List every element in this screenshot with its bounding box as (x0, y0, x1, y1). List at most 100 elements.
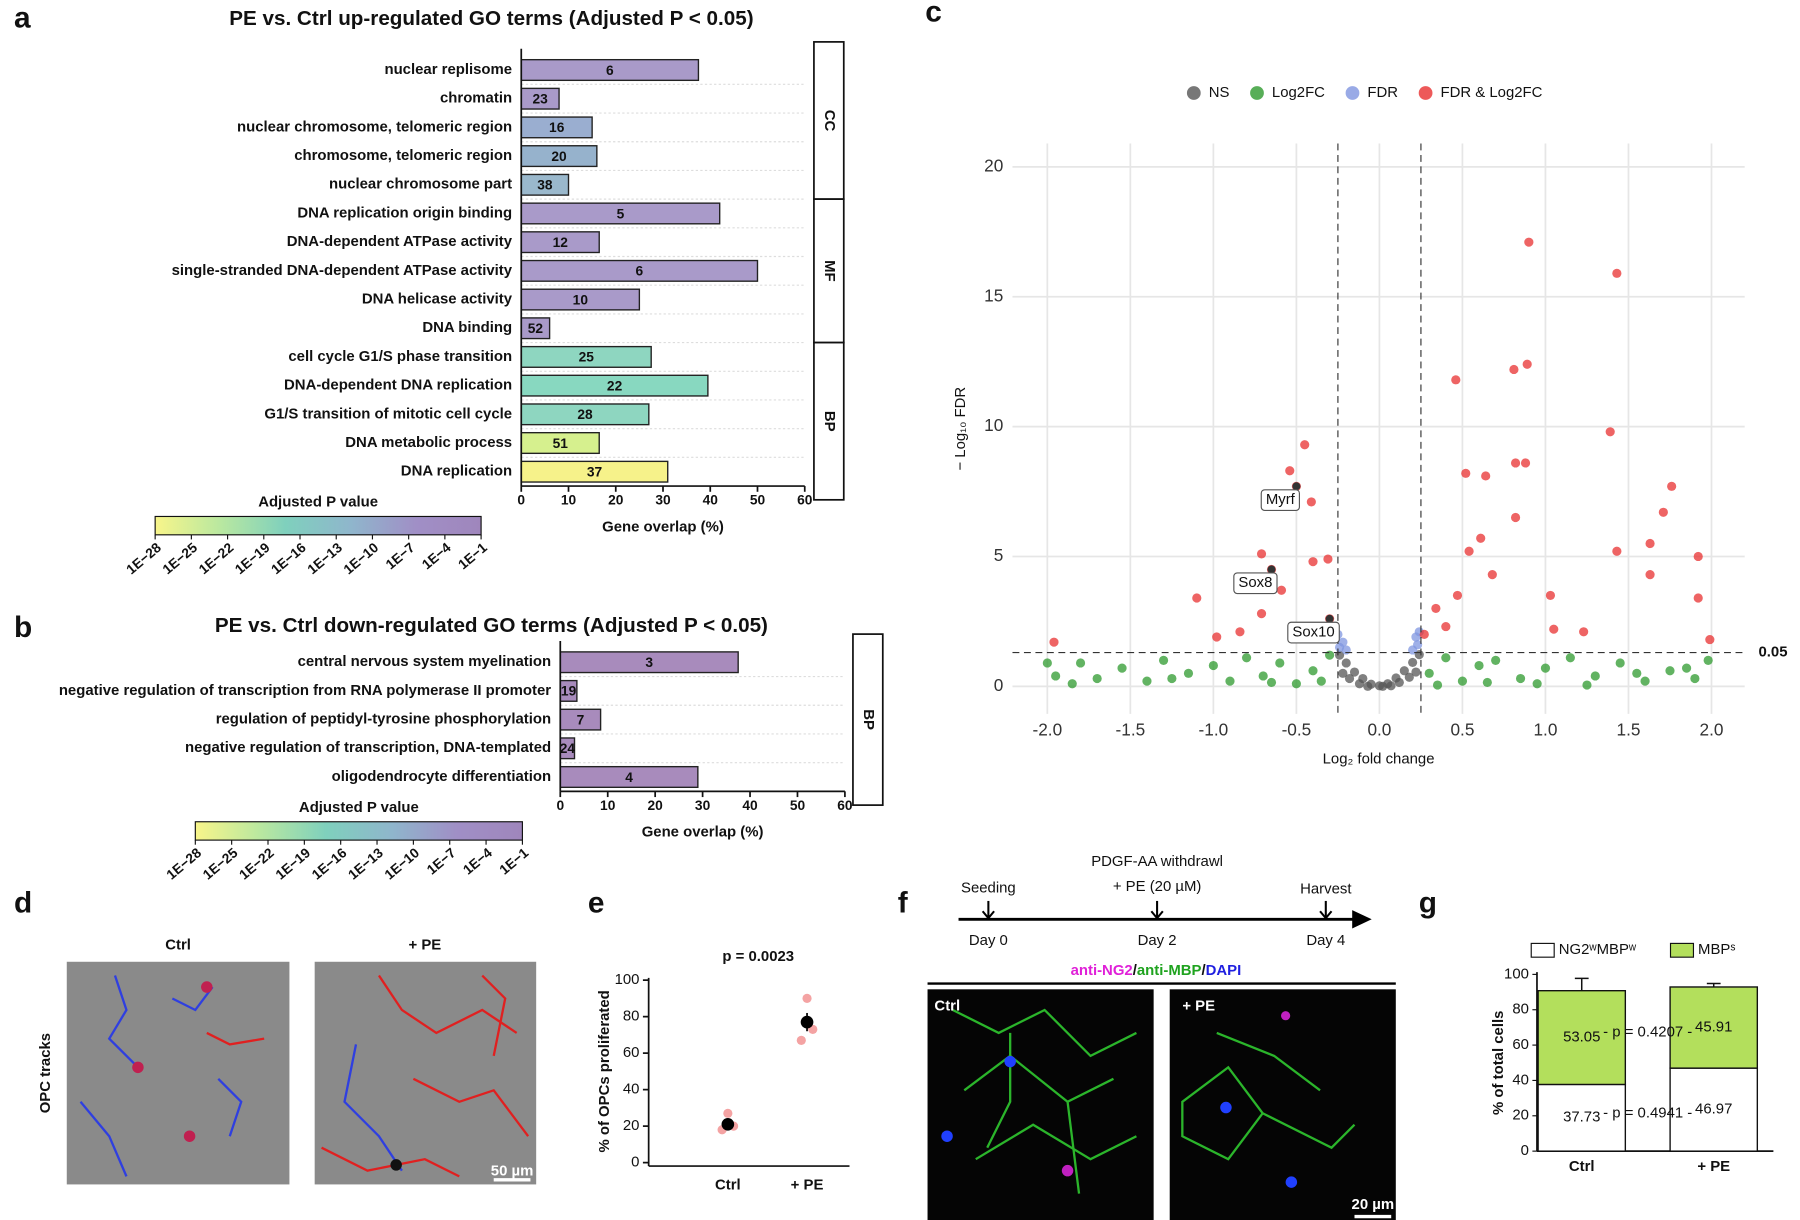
panel-ylabel: OPC tracks (37, 1033, 54, 1113)
timeline-day: Day 2 (1138, 932, 1177, 949)
data-point (1408, 657, 1418, 668)
category-label: cell cycle G1/S phase transition (288, 348, 512, 365)
x-tick-label: 0 (556, 798, 564, 813)
stain-part: DAPI (1206, 962, 1242, 979)
data-point (1235, 627, 1245, 637)
category-label: DNA-dependent DNA replication (284, 377, 512, 394)
data-point (1693, 551, 1703, 562)
mean-point (721, 1117, 735, 1131)
group-box (813, 341, 845, 501)
bar-count: 38 (537, 178, 553, 193)
colorbar-tick-label: 1E−4 (460, 845, 495, 878)
gene-label: Sox10 (1292, 624, 1334, 641)
x-tick-label: 1.5 (1617, 720, 1641, 740)
condition-label: + PE (1182, 997, 1215, 1014)
bar-count: 22 (607, 378, 623, 393)
data-point (1424, 668, 1434, 678)
category-label: oligodendrocyte differentiation (332, 768, 551, 785)
data-point (1338, 668, 1348, 678)
error-bar (1574, 977, 1589, 991)
data-point (1464, 546, 1474, 556)
y-tick-label: 60 (623, 1044, 640, 1061)
data-point (1167, 673, 1177, 684)
group-label: BP (860, 709, 877, 730)
scale-bar-label: 50 µm (491, 1163, 534, 1180)
data-point (1590, 671, 1600, 681)
legend-swatch (1530, 942, 1555, 958)
colorbar-tick-label: 1E−25 (200, 845, 241, 883)
data-point (1404, 672, 1414, 682)
x-tick-label: 20 (608, 493, 624, 508)
x-tick-label: -0.5 (1282, 720, 1312, 740)
y-tick-label: 100 (615, 971, 640, 988)
data-point (1338, 637, 1348, 647)
colorbar-tick-label: 1E−7 (424, 845, 459, 878)
panel-letter: a (14, 1, 31, 34)
y-tick-label: 20 (623, 1117, 640, 1134)
y-tick-label: 100 (1504, 965, 1529, 982)
micrograph (927, 989, 1154, 1220)
mean-point (800, 1015, 814, 1029)
x-tick-label: 10 (600, 798, 616, 813)
micrograph (66, 961, 290, 1185)
data-point (1192, 593, 1202, 603)
data-point (1645, 538, 1655, 549)
data-point (1510, 458, 1521, 468)
data-point (1441, 622, 1451, 632)
category-label: chromatin (440, 90, 512, 107)
data-point (1341, 645, 1351, 655)
x-tick-label: 0 (517, 493, 525, 508)
y-tick-label: 0 (994, 675, 1004, 695)
group-box (813, 41, 845, 200)
category-label: DNA binding (422, 319, 512, 336)
data-point (1285, 466, 1295, 476)
bar-count: 23 (533, 91, 549, 106)
y-tick-label: 0 (631, 1154, 639, 1171)
x-tick-label: 30 (655, 493, 671, 508)
x-axis-title: Log₂ fold change (1323, 751, 1435, 768)
data-point (1545, 590, 1556, 601)
data-point (1212, 632, 1222, 642)
data-point (1565, 653, 1575, 663)
group-label: MF (821, 260, 838, 282)
data-point (1158, 655, 1169, 665)
bar-count: 4 (625, 770, 633, 785)
bar-count: 6 (606, 63, 614, 78)
data-point (1474, 660, 1484, 671)
panel-letter: g (1419, 886, 1437, 919)
gene-label-box (1287, 621, 1340, 644)
bar-count: 37 (587, 464, 603, 479)
data-point (1323, 554, 1333, 564)
data-point (1452, 590, 1463, 601)
timeline-event: PDGF-AA withdrawl (1091, 853, 1223, 870)
data-point (1491, 655, 1501, 665)
gene-label: Sox8 (1238, 574, 1272, 591)
data-point (1605, 427, 1615, 437)
x-tick-label: 0.5 (1450, 720, 1474, 740)
data-point (1308, 557, 1318, 567)
labeled-point (1267, 565, 1276, 574)
data-point (1306, 497, 1316, 507)
colorbar-tick-label: 1E−22 (196, 540, 237, 578)
data-point (1481, 471, 1491, 481)
data-point (1515, 673, 1526, 684)
data-point (1399, 666, 1409, 676)
y-tick-label: 0 (1521, 1142, 1529, 1159)
labeled-point (1325, 614, 1334, 623)
data-point (1049, 637, 1059, 647)
data-point (802, 993, 812, 1003)
panel-letter: d (14, 886, 32, 919)
colorbar-tick-label: 1E−25 (160, 540, 201, 578)
colorbar-tick-label: 1E−28 (164, 845, 205, 883)
value-label: 46.97 (1695, 1101, 1732, 1118)
data-point (1612, 546, 1622, 556)
y-tick-label: 15 (984, 285, 1003, 305)
p-value-label: - p = 0.4941 - (1603, 1105, 1692, 1122)
colorbar (194, 821, 523, 841)
x-tick-label: -1.0 (1199, 720, 1229, 740)
legend-swatch (1418, 86, 1433, 100)
data-point (1411, 667, 1421, 677)
bar-count: 28 (577, 407, 593, 422)
